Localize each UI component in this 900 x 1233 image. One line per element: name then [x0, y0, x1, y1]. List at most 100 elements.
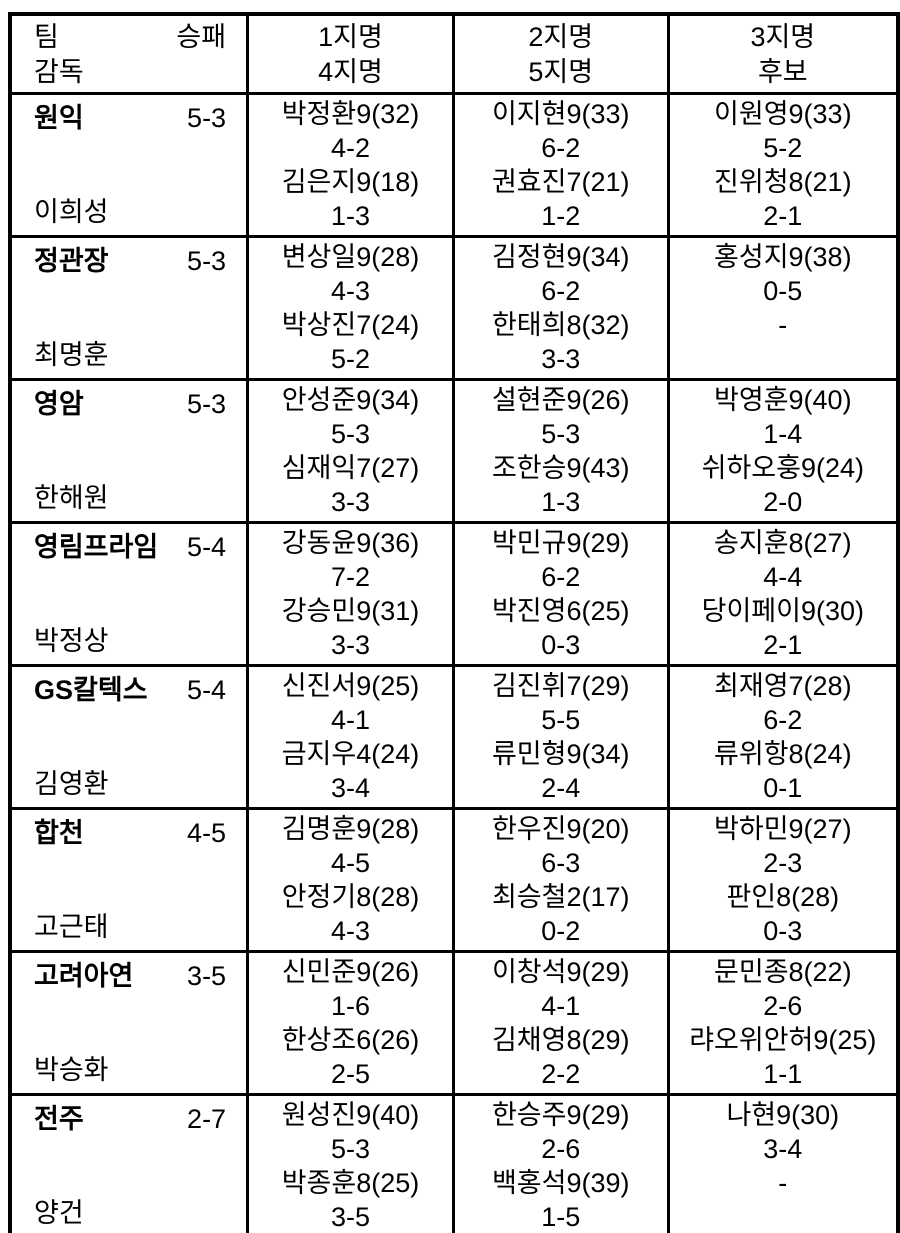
- player-record: 4-4: [763, 561, 803, 592]
- team-record: 5-3: [187, 245, 227, 276]
- player-name: 안성준9(34): [281, 384, 420, 415]
- player-record: [670, 342, 896, 376]
- player-record: 4-1: [330, 704, 370, 735]
- player-record: 4-3: [330, 915, 370, 946]
- player-name: 송지훈8(27): [714, 527, 852, 558]
- player-record: 0-2: [541, 915, 581, 946]
- player-record: 1-3: [541, 486, 581, 517]
- pick-cell-2: 설현준9(26) 5-3 조한승9(43) 1-3: [451, 377, 670, 524]
- coach-name: 최명훈: [34, 339, 109, 370]
- player-name: 원성진9(40): [281, 1099, 420, 1130]
- player-name: 류위항8(24): [714, 738, 852, 769]
- player-name: 백홍석9(39): [491, 1167, 630, 1198]
- header-cell-pick1: 1지명 4지명: [246, 12, 455, 95]
- player-name: 한상조6(26): [281, 1024, 420, 1055]
- player-name: 설현준9(26): [491, 384, 630, 415]
- player-name: 나현9(30): [726, 1099, 840, 1130]
- header-cell-pick3: 3지명 후보: [666, 12, 900, 95]
- header-cell-team: 팀 승패 감독: [8, 12, 250, 95]
- player-name: 류민형9(34): [491, 738, 630, 769]
- team-cell: 정관장 5-3 최명훈: [8, 234, 250, 381]
- player-record: 5-3: [330, 418, 370, 449]
- player-record: 3-4: [330, 772, 370, 803]
- team-record: 5-4: [187, 674, 227, 705]
- pick-cell-1: 박정환9(32) 4-2 김은지9(18) 1-3: [246, 91, 455, 238]
- player-name: 당이페이9(30): [701, 595, 864, 626]
- team-name: 영암: [34, 388, 84, 419]
- player-name: 신진서9(25): [281, 670, 420, 701]
- pick-cell-3: 문민종8(22) 2-6 랴오위안허9(25) 1-1: [666, 949, 900, 1096]
- player-record: 0-1: [763, 772, 803, 803]
- team-record: 4-5: [187, 817, 227, 848]
- player-record: 1-2: [541, 200, 581, 231]
- pick-cell-3: 최재영7(28) 6-2 류위항8(24) 0-1: [666, 663, 900, 810]
- player-record: 3-3: [330, 629, 370, 660]
- team-name: 고려아연: [34, 960, 134, 991]
- team-record: 5-3: [187, 102, 227, 133]
- team-row: 정관장 5-3 최명훈 변상일9(28) 4-3 박상진7(24) 5-2 김정…: [8, 234, 900, 381]
- player-record: 4-1: [541, 990, 581, 1021]
- team-cell: 영암 5-3 한해원: [8, 377, 250, 524]
- pick-cell-1: 원성진9(40) 5-3 박종훈8(25) 3-5: [246, 1092, 455, 1233]
- player-record: 5-2: [330, 343, 370, 374]
- player-record: 0-5: [763, 275, 803, 306]
- player-record: 3-5: [330, 1201, 370, 1232]
- pick-cell-2: 이창석9(29) 4-1 김채영8(29) 2-2: [451, 949, 670, 1096]
- player-name: 김은지9(18): [281, 166, 420, 197]
- pick-cell-1: 변상일9(28) 4-3 박상진7(24) 5-2: [246, 234, 455, 381]
- pick-cell-1: 안성준9(34) 5-3 심재익7(27) 3-3: [246, 377, 455, 524]
- player-name: 조한승9(43): [491, 452, 630, 483]
- player-record: 2-5: [330, 1058, 370, 1089]
- team-record: 5-4: [187, 531, 227, 562]
- player-name: 박진영6(25): [491, 595, 630, 626]
- player-record: 3-4: [763, 1133, 803, 1164]
- coach-name: 박정상: [34, 625, 109, 656]
- header-row: 팀 승패 감독 1지명 4지명 2지명 5지명 3지명 후: [8, 12, 900, 95]
- team-cell: 합천 4-5 고근태: [8, 806, 250, 953]
- player-record: 4-3: [330, 275, 370, 306]
- coach-name: 김영환: [34, 768, 109, 799]
- header-pick4-label: 4지명: [318, 57, 383, 87]
- player-record: 0-3: [541, 629, 581, 660]
- player-name: 이창석9(29): [491, 956, 630, 987]
- pick-cell-2: 박민규9(29) 6-2 박진영6(25) 0-3: [451, 520, 670, 667]
- player-name: 한우진9(20): [491, 813, 630, 844]
- team-row: 전주 2-7 양건 원성진9(40) 5-3 박종훈8(25) 3-5 한승주9…: [8, 1092, 900, 1233]
- player-name: 쉬하오훙9(24): [701, 452, 864, 483]
- player-record: 0-3: [763, 915, 803, 946]
- player-name: 안정기8(28): [281, 881, 420, 912]
- player-name: 강동윤9(36): [281, 527, 420, 558]
- header-record-label: 승패: [176, 22, 227, 52]
- player-name: 박상진7(24): [281, 309, 420, 340]
- player-record: 5-2: [763, 132, 803, 163]
- player-record: 1-3: [330, 200, 370, 231]
- player-record: 5-3: [541, 418, 581, 449]
- player-name: 박하민9(27): [714, 813, 852, 844]
- player-record: 6-2: [541, 561, 581, 592]
- header-coach-label: 감독: [34, 57, 84, 87]
- player-record: 2-2: [541, 1058, 581, 1089]
- player-name: 신민준9(26): [281, 956, 420, 987]
- player-record: 2-1: [763, 200, 803, 231]
- player-record: 5-3: [330, 1133, 370, 1164]
- pick-cell-1: 신진서9(25) 4-1 금지우4(24) 3-4: [246, 663, 455, 810]
- pick-cell-3: 송지훈8(27) 4-4 당이페이9(30) 2-1: [666, 520, 900, 667]
- coach-name: 양건: [34, 1197, 84, 1228]
- team-row: 합천 4-5 고근태 김명훈9(28) 4-5 안정기8(28) 4-3 한우진…: [8, 806, 900, 953]
- coach-name: 이희성: [34, 196, 109, 227]
- player-name: 홍성지9(38): [714, 241, 852, 272]
- team-row: 영암 5-3 한해원 안성준9(34) 5-3 심재익7(27) 3-3 설현준…: [8, 377, 900, 524]
- team-name: 원익: [34, 102, 84, 133]
- header-team-label: 팀: [34, 22, 59, 52]
- pick-cell-1: 신민준9(26) 1-6 한상조6(26) 2-5: [246, 949, 455, 1096]
- player-name: 강승민9(31): [281, 595, 420, 626]
- pick-cell-2: 한우진9(20) 6-3 최승철2(17) 0-2: [451, 806, 670, 953]
- player-record: 1-5: [541, 1201, 581, 1232]
- player-name: 박종훈8(25): [281, 1167, 420, 1198]
- team-row: 영림프라임 5-4 박정상 강동윤9(36) 7-2 강승민9(31) 3-3 …: [8, 520, 900, 667]
- player-record: 6-2: [763, 704, 803, 735]
- player-name: 한승주9(29): [491, 1099, 630, 1130]
- player-record: 7-2: [330, 561, 370, 592]
- header-pick3-label: 3지명: [750, 22, 816, 52]
